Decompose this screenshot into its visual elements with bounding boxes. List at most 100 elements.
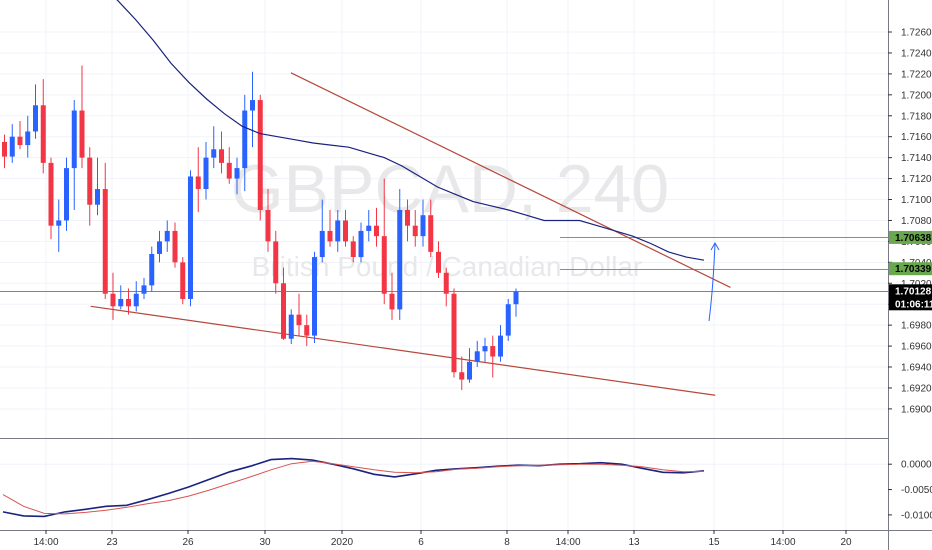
candle-body	[195, 176, 201, 190]
candle-body	[467, 361, 472, 380]
candle	[273, 230, 279, 294]
projection-arrow	[708, 241, 720, 322]
candle	[312, 251, 317, 343]
candle-body	[33, 105, 38, 132]
time-tick-label: 2020	[331, 537, 354, 548]
macd-tick-label: -0.01000	[901, 510, 932, 521]
macd-tick-label: 0.00000	[901, 460, 932, 471]
candle	[56, 199, 62, 252]
candle	[219, 131, 224, 174]
watermark: GBPCAD, 240 British Pound / Canadian Dol…	[231, 151, 669, 282]
candle-body	[126, 298, 131, 307]
candle	[350, 236, 356, 263]
candle-body	[304, 325, 310, 336]
candle-body	[250, 100, 255, 111]
candle	[234, 157, 240, 195]
candle	[405, 199, 410, 242]
time-tick-label: 6	[418, 537, 424, 548]
candle	[203, 141, 209, 200]
candle	[343, 209, 348, 247]
candle-body	[288, 314, 294, 339]
candle-body	[436, 251, 441, 273]
price-tick-label: 1.70800	[901, 216, 932, 227]
candle-body	[343, 220, 348, 242]
candle-body	[203, 157, 209, 190]
price-tag-countdown: 01:06:11	[895, 299, 932, 310]
candle	[40, 79, 46, 174]
candle-body	[381, 236, 387, 294]
candle	[428, 199, 434, 258]
candle	[397, 189, 403, 320]
time-tick-label: 14:00	[770, 537, 795, 548]
candle-body	[498, 335, 503, 357]
price-tick-label: 1.69400	[901, 363, 932, 374]
candle-body	[412, 225, 418, 237]
candle	[265, 189, 271, 252]
candle	[490, 335, 496, 378]
candle	[474, 340, 480, 368]
candle	[304, 314, 310, 347]
price-tick-label: 1.71000	[901, 195, 932, 206]
candle-body	[513, 291, 519, 305]
price-tick-label: 1.71600	[901, 132, 932, 143]
candle-body	[443, 272, 449, 294]
candle-body	[79, 110, 85, 158]
trendline	[90, 305, 716, 396]
candles	[2, 65, 519, 391]
candle	[327, 209, 333, 247]
candle	[25, 115, 31, 158]
candle	[157, 230, 162, 263]
candle-body	[219, 149, 224, 163]
candle	[482, 337, 488, 362]
candle-body	[257, 100, 263, 210]
candle-body	[149, 253, 155, 286]
price-tag-bg	[889, 262, 932, 276]
candle-body	[420, 215, 426, 237]
candle	[164, 220, 170, 252]
candle	[180, 257, 186, 305]
candle	[412, 209, 418, 247]
candle	[420, 199, 426, 247]
candle	[374, 207, 379, 247]
candle-body	[172, 230, 178, 263]
candle	[102, 162, 108, 299]
candle-body	[157, 241, 162, 254]
candle	[281, 267, 286, 340]
moving-average	[116, 0, 705, 261]
candle	[505, 298, 511, 341]
candle	[87, 147, 93, 226]
candle-body	[102, 189, 108, 294]
candle	[9, 124, 15, 163]
candle	[366, 209, 372, 242]
time-tick-label: 15	[708, 537, 720, 548]
price-tick-label: 1.72200	[901, 69, 932, 80]
macd-line	[2, 457, 705, 518]
candle-body	[327, 230, 333, 242]
candle	[296, 293, 302, 336]
time-axis[interactable]: 14:00 23 26 30 2020 6 8 14:00 13 15 14:00 20	[33, 530, 852, 548]
macd-tick-label: -0.00500	[901, 485, 932, 496]
candle	[443, 267, 449, 307]
time-tick-label: 26	[182, 537, 194, 548]
price-tick-label: 1.72400	[901, 48, 932, 59]
time-tick-label: 14:00	[555, 537, 580, 548]
candle	[118, 285, 124, 310]
sma-line	[116, 0, 705, 261]
candle-body	[110, 293, 116, 307]
candle	[226, 147, 232, 184]
candle-body	[188, 176, 193, 299]
candle	[513, 288, 519, 317]
macd-pane	[0, 457, 888, 518]
price-axis[interactable]: 1.72600 1.72400 1.72200 1.72000 1.71800 1.716…	[888, 28, 932, 416]
time-tick-label: 20	[840, 537, 852, 548]
candle	[2, 134, 7, 169]
candle-body	[397, 209, 403, 310]
candle-body	[350, 241, 356, 258]
price-tick-label: 1.69800	[901, 321, 932, 332]
price-tick-label: 1.70200	[901, 279, 932, 290]
candle-body	[319, 230, 325, 258]
candle	[335, 209, 341, 252]
candle-body	[234, 168, 240, 179]
candle	[95, 157, 100, 216]
